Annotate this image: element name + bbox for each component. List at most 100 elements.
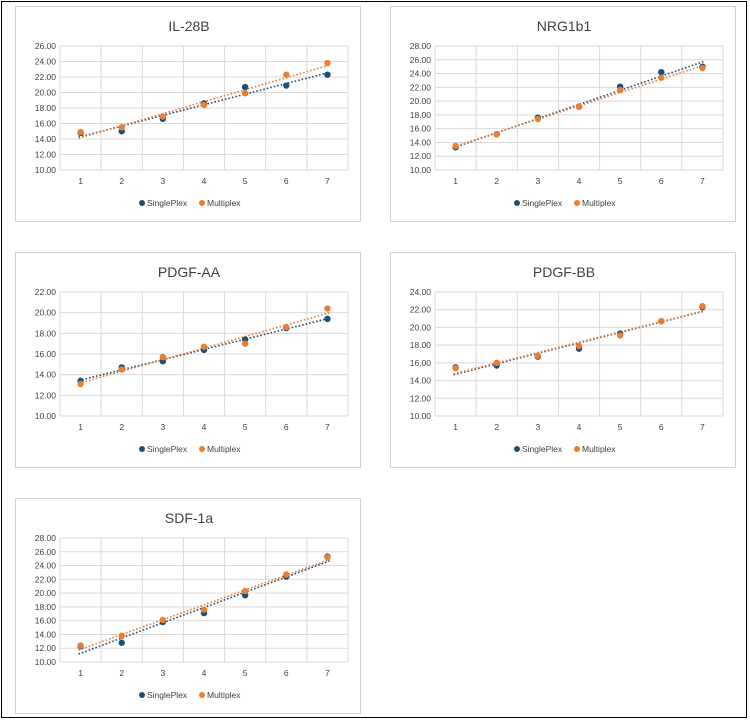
point-multiplex: [658, 74, 665, 81]
point-multiplex: [616, 332, 624, 339]
point-multiplex: [575, 103, 583, 110]
point-multiplex: [118, 632, 125, 640]
legend-label-multiplex: Multiplex: [582, 444, 616, 454]
point-multiplex: [575, 342, 583, 350]
legend-marker-singleplex: [514, 446, 520, 452]
x-tick-label: 3: [535, 422, 540, 432]
x-tick-label: 5: [618, 422, 623, 432]
y-tick-label: 10.00: [35, 657, 57, 667]
point-multiplex: [699, 64, 706, 72]
legend-marker-multiplex: [574, 200, 580, 206]
trendline-multiplex: [78, 558, 330, 651]
x-tick-label: 5: [618, 176, 623, 186]
y-tick-label: 18.00: [35, 328, 57, 338]
y-tick-label: 18.00: [410, 340, 432, 350]
x-tick-label: 3: [160, 668, 165, 678]
x-tick-label: 6: [659, 422, 664, 432]
chart-svg: NRG1b1 10.00 12.00 14.00 16.00 18.00 20.00 22.0…: [410, 18, 724, 208]
y-tick-label: 10.00: [410, 165, 432, 175]
point-multiplex: [159, 616, 167, 624]
point-multiplex: [658, 318, 665, 325]
point-multiplex: [77, 380, 84, 388]
legend-label-singleplex: SinglePlex: [147, 690, 188, 700]
point-multiplex: [534, 352, 542, 359]
point-multiplex: [200, 343, 208, 350]
y-tick-label: 16.00: [35, 349, 57, 359]
y-tick-label: 12.00: [410, 393, 432, 403]
legend-label-singleplex: SinglePlex: [522, 444, 563, 454]
legend-label-multiplex: Multiplex: [582, 198, 616, 208]
chart-sdf-1a: SDF-1a 10.00 12.00 14.00 16.00 18.00 20.00 22.0…: [15, 498, 361, 714]
legend-label-multiplex: Multiplex: [207, 198, 241, 208]
y-tick-label: 18.00: [410, 110, 432, 120]
x-tick-label: 2: [119, 176, 124, 186]
chart-svg: SDF-1a 10.00 12.00 14.00 16.00 18.00 20.00 22.0…: [35, 510, 349, 700]
y-tick-label: 22.00: [35, 287, 57, 297]
y-tick-label: 10.00: [35, 165, 57, 175]
y-tick-label: 20.00: [35, 308, 57, 318]
y-tick-label: 22.00: [410, 82, 432, 92]
chart-nrg1b1: NRG1b1 10.00 12.00 14.00 16.00 18.00 20.00 22.0…: [390, 6, 736, 222]
point-multiplex: [452, 142, 459, 150]
chart-pdgf-bb: PDGF-BB 10.00 12.00 14.00 16.00 18.00 20.00 22.…: [390, 252, 736, 468]
y-tick-label: 14.00: [410, 137, 432, 147]
x-tick-label: 1: [453, 422, 458, 432]
y-tick-label: 12.00: [410, 151, 432, 161]
point-multiplex: [159, 113, 167, 120]
x-tick-label: 1: [78, 422, 83, 432]
y-tick-label: 20.00: [35, 88, 57, 98]
y-tick-label: 10.00: [35, 411, 57, 421]
y-tick-label: 16.00: [35, 119, 57, 129]
y-tick-label: 12.00: [35, 643, 57, 653]
x-tick-label: 3: [160, 422, 165, 432]
x-tick-label: 4: [577, 176, 582, 186]
point-multiplex: [241, 90, 249, 97]
y-tick-label: 28.00: [35, 533, 57, 543]
y-tick-label: 18.00: [35, 103, 57, 113]
x-tick-label: 5: [243, 176, 248, 186]
point-multiplex: [283, 323, 290, 331]
y-tick-label: 22.00: [35, 72, 57, 82]
point-multiplex: [159, 353, 167, 361]
y-tick-label: 22.00: [35, 574, 57, 584]
y-tick-label: 26.00: [35, 547, 57, 557]
y-tick-label: 18.00: [35, 602, 57, 612]
point-multiplex: [699, 302, 706, 310]
x-tick-label: 1: [453, 176, 458, 186]
x-tick-label: 6: [659, 176, 664, 186]
point-multiplex: [77, 128, 84, 136]
point-multiplex: [493, 359, 500, 367]
y-tick-label: 26.00: [35, 41, 57, 51]
chart-title: SDF-1a: [165, 510, 213, 526]
point-multiplex: [324, 305, 331, 312]
point-multiplex: [241, 587, 249, 595]
x-tick-label: 3: [160, 176, 165, 186]
y-tick-label: 24.00: [35, 561, 57, 571]
legend-marker-multiplex: [199, 200, 205, 206]
x-tick-label: 7: [325, 668, 330, 678]
legend-label-singleplex: SinglePlex: [522, 198, 563, 208]
x-tick-label: 1: [78, 176, 83, 186]
y-tick-label: 22.00: [410, 305, 432, 315]
y-tick-label: 20.00: [410, 96, 432, 106]
point-multiplex: [283, 571, 290, 578]
legend-marker-multiplex: [199, 446, 205, 452]
y-tick-label: 14.00: [35, 370, 57, 380]
point-multiplex: [200, 606, 208, 613]
point-singleplex: [118, 639, 125, 646]
legend-marker-singleplex: [139, 446, 145, 452]
x-tick-label: 3: [535, 176, 540, 186]
legend-label-singleplex: SinglePlex: [147, 444, 188, 454]
y-tick-label: 24.00: [410, 287, 432, 297]
point-multiplex: [241, 340, 249, 347]
y-tick-label: 16.00: [410, 358, 432, 368]
chart-title: IL-28B: [168, 18, 209, 34]
chart-svg: IL-28B 10.00 12.00 14.00 16.00 18.00 20.00 22.0…: [35, 18, 349, 208]
point-multiplex: [493, 130, 500, 138]
y-tick-label: 16.00: [35, 616, 57, 626]
legend-marker-multiplex: [574, 446, 580, 452]
y-tick-label: 24.00: [410, 69, 432, 79]
point-singleplex: [324, 315, 331, 323]
x-tick-label: 6: [284, 668, 289, 678]
